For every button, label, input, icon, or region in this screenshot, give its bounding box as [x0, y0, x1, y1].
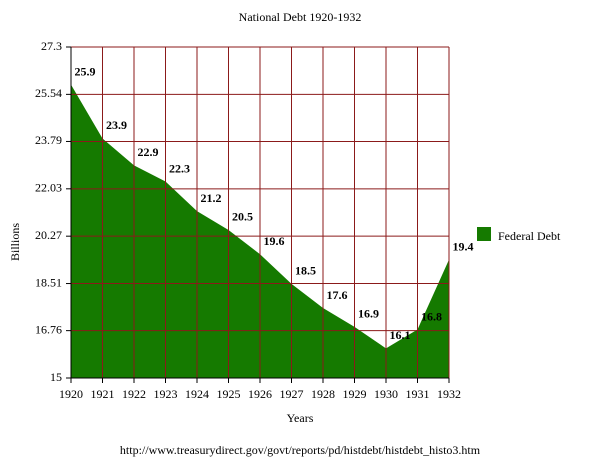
x-tick-label: 1923 — [154, 387, 178, 401]
x-tick-label: 1930 — [374, 387, 398, 401]
x-tick-label: 1928 — [311, 387, 335, 401]
x-tick-label: 1932 — [437, 387, 461, 401]
data-label: 19.4 — [453, 239, 474, 253]
data-label: 18.5 — [295, 264, 316, 278]
data-label: 21.2 — [201, 191, 222, 205]
y-tick-label: 20.27 — [35, 228, 62, 242]
x-tick-label: 1924 — [185, 387, 209, 401]
data-label: 22.3 — [169, 161, 190, 175]
x-tick-label: 1920 — [59, 387, 83, 401]
legend-swatch — [477, 227, 491, 241]
x-tick-label: 1926 — [248, 387, 272, 401]
x-tick-label: 1922 — [122, 387, 146, 401]
data-label: 19.6 — [264, 234, 285, 248]
data-label: 20.5 — [232, 210, 253, 224]
data-label: 23.9 — [106, 118, 127, 132]
y-tick-label: 27.3 — [41, 39, 62, 53]
x-tick-label: 1921 — [91, 387, 115, 401]
x-tick-label: 1927 — [280, 387, 304, 401]
data-label: 25.9 — [75, 64, 96, 78]
data-label: 16.1 — [390, 328, 411, 342]
legend-label: Federal Debt — [498, 229, 561, 243]
y-tick-label: 23.79 — [35, 133, 62, 147]
data-label: 22.9 — [138, 145, 159, 159]
chart-title: National Debt 1920-1932 — [239, 10, 362, 24]
y-axis-label: Billions — [8, 223, 22, 261]
y-tick-label: 15 — [50, 370, 62, 384]
y-tick-label: 16.76 — [35, 322, 62, 336]
x-tick-label: 1929 — [343, 387, 367, 401]
data-label: 17.6 — [327, 288, 348, 302]
x-axis-label: Years — [287, 411, 314, 425]
x-tick-label: 1925 — [217, 387, 241, 401]
y-tick-label: 25.54 — [35, 86, 62, 100]
x-tick-label: 1931 — [406, 387, 430, 401]
data-label: 16.8 — [421, 309, 442, 323]
y-tick-label: 18.51 — [35, 275, 62, 289]
data-label: 16.9 — [358, 307, 379, 321]
source-note: http://www.treasurydirect.gov/govt/repor… — [120, 443, 481, 457]
y-tick-label: 22.03 — [35, 181, 62, 195]
